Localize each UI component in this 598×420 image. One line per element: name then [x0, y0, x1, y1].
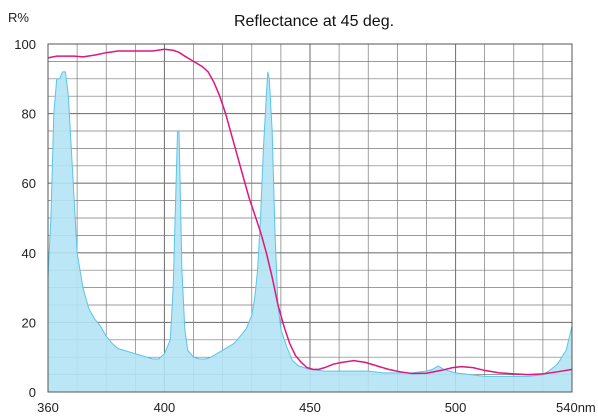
- plot-frame: [47, 43, 573, 393]
- spectrum-area: [47, 71, 573, 393]
- reflectance-line: [47, 48, 573, 376]
- x-tick-label: 500: [445, 400, 467, 415]
- x-tick-label: 450: [299, 400, 321, 415]
- grid: [48, 44, 572, 392]
- chart-title: Reflectance at 45 deg.: [234, 13, 394, 30]
- y-tick-label: 60: [22, 176, 36, 191]
- y-tick-label: 80: [22, 107, 36, 122]
- y-tick-label: 40: [22, 246, 36, 261]
- x-tick-label: 540nm: [556, 400, 596, 415]
- y-axis-label: R%: [8, 10, 29, 25]
- x-tick-labels: 360 400 450 500 540nm: [37, 400, 596, 415]
- x-tick-label: 400: [154, 400, 176, 415]
- y-tick-label: 20: [22, 315, 36, 330]
- y-tick-labels: 0 20 40 60 80 100: [14, 37, 36, 400]
- plot-area: [47, 43, 573, 393]
- y-tick-label: 0: [29, 385, 36, 400]
- y-tick-label: 100: [14, 37, 36, 52]
- x-tick-label: 360: [37, 400, 59, 415]
